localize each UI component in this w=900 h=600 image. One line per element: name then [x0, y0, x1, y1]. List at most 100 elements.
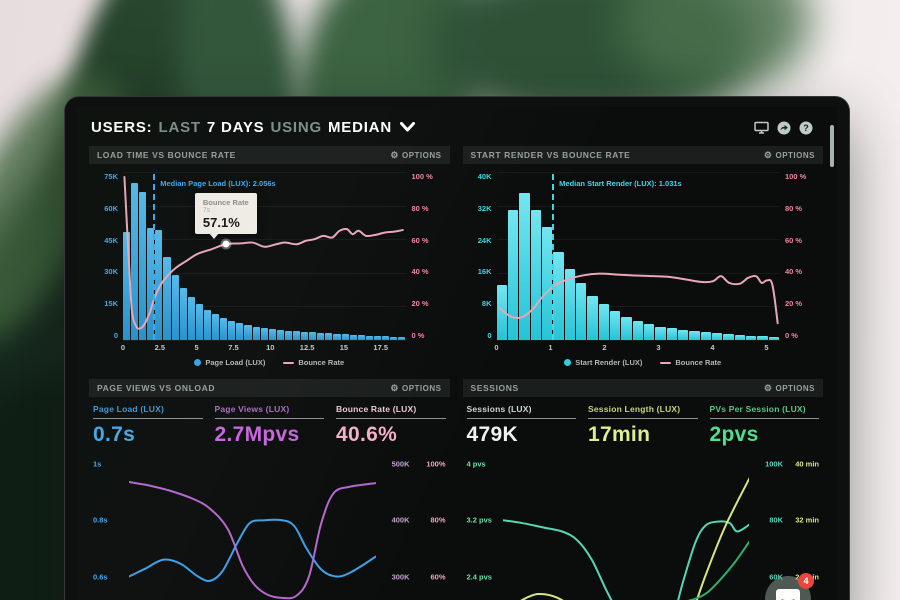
histogram-bar [212, 314, 220, 340]
median-line [153, 174, 156, 340]
help-icon[interactable]: ? [799, 121, 813, 135]
histogram-bar [553, 251, 564, 340]
x-tick: 2.5 [154, 343, 166, 352]
histogram-bar [333, 333, 341, 340]
x-tick: 15 [339, 343, 349, 352]
histogram-bar [349, 334, 357, 340]
histogram-bar [723, 334, 734, 340]
histogram-bar [365, 335, 373, 340]
histogram-bar [139, 192, 147, 340]
y-tick: 0 [487, 330, 492, 340]
y-tick: 0 % [785, 330, 798, 340]
header-median: MEDIAN [327, 119, 392, 136]
histogram-bar [666, 328, 677, 340]
histogram-bar [325, 333, 333, 340]
y-tick: 3.2 pvs [466, 515, 492, 525]
y-tick: 0.8s [93, 515, 108, 525]
panel-load-time: LOAD TIME VS BOUNCE RATE ⚙ OPTIONS 75K 60… [89, 146, 450, 371]
x-tick: 0 [120, 343, 126, 352]
histogram-bar [678, 329, 689, 340]
gridline [496, 340, 780, 341]
histogram-bar [163, 257, 171, 340]
legend-label: Bounce Rate [675, 358, 722, 367]
panel-grid: LOAD TIME VS BOUNCE RATE ⚙ OPTIONS 75K 60… [89, 146, 823, 600]
y-tick: 300K [391, 572, 410, 581]
svg-text:?: ? [803, 123, 809, 133]
y-axis-left: 75K 60K 45K 30K 15K 0 [91, 172, 118, 340]
panel-title: PAGE VIEWS VS ONLOAD [97, 383, 216, 393]
histogram-bar [621, 316, 632, 340]
line-series [123, 172, 407, 340]
y-tick: 60 % [411, 235, 429, 245]
gridline [123, 340, 407, 341]
y-tick: 400K [391, 515, 410, 525]
panel-header: START RENDER VS BOUNCE RATE ⚙ OPTIONS [462, 146, 823, 164]
share-icon[interactable] [777, 121, 791, 135]
y-tick: 100% [426, 459, 446, 469]
tooltip-value: 57.1% [202, 215, 240, 230]
y-tick: 0.6s [93, 572, 108, 581]
histogram-bar [357, 335, 365, 340]
options-button[interactable]: ⚙ OPTIONS [390, 149, 442, 160]
gridline [496, 272, 780, 274]
chat-badge: 4 [798, 573, 814, 589]
metric-sessions: Sessions (LUX) 479K [466, 404, 576, 447]
tooltip-sub: 7s [202, 207, 211, 214]
metric-label: Sessions (LUX) [466, 404, 576, 419]
histogram-bar [390, 336, 398, 340]
legend-label: Start Render (LUX) [575, 358, 643, 367]
y-tick: 20 % [785, 299, 803, 309]
gear-icon: ⚙ [763, 149, 773, 160]
gridline [496, 172, 780, 173]
options-button[interactable]: ⚙ OPTIONS [390, 382, 442, 393]
histogram-bar [768, 336, 780, 340]
users-filter-dropdown[interactable]: USERS: LAST 7 DAYS USING MEDIAN [91, 119, 415, 136]
y-tick: 32 min [795, 515, 819, 525]
histogram-bar [632, 321, 643, 340]
line-series [497, 172, 781, 340]
options-button[interactable]: ⚙ OPTIONS [763, 149, 815, 160]
tooltip-marker [222, 240, 230, 248]
histogram-bar [757, 336, 768, 340]
histogram-bar [398, 337, 406, 340]
scrollbar[interactable] [830, 125, 834, 167]
histogram-bar [131, 183, 139, 340]
histogram-bar [598, 304, 609, 340]
histogram-bar [309, 332, 317, 340]
y-tick: 100 % [785, 172, 807, 181]
dashboard: USERS: LAST 7 DAYS USING MEDIAN ? [77, 107, 837, 600]
histogram-bar [564, 268, 575, 340]
plot-area: Median Page Load (LUX): 2.056s Bounce Rat… [123, 172, 407, 341]
x-axis: 0 2.5 5 7.5 10 12.5 15 17.5 [120, 340, 407, 353]
metric-session-length: Session Length (LUX) 17min [588, 404, 698, 447]
legend-label: Bounce Rate [298, 358, 345, 367]
panel-start-render: START RENDER VS BOUNCE RATE ⚙ OPTIONS 40… [462, 146, 824, 371]
gear-icon: ⚙ [390, 149, 399, 160]
panel-header: PAGE VIEWS VS ONLOAD ⚙ OPTIONS [89, 379, 450, 397]
y-tick: 15K [104, 299, 118, 309]
histogram-bar [171, 275, 179, 340]
histogram-bar [260, 327, 268, 340]
histogram-bar [179, 288, 187, 340]
median-label: Median Page Load (LUX): 2.056s [160, 179, 276, 188]
panel-title: SESSIONS [470, 383, 519, 393]
y-tick: 24K [477, 235, 492, 245]
histogram-bar [734, 334, 746, 340]
histogram-bar [609, 310, 621, 340]
histogram-bar [496, 285, 507, 340]
y-tick: 40 min [795, 459, 819, 469]
y-tick: 2.4 pvs [466, 572, 492, 581]
panel-title: LOAD TIME VS BOUNCE RATE [97, 150, 236, 160]
metric-label: PVs Per Session (LUX) [709, 404, 819, 419]
gridline [123, 306, 407, 308]
y-tick: 0 % [411, 330, 425, 340]
header-days: 7 DAYS [206, 119, 265, 136]
x-axis: 0 1 2 3 4 5 [494, 340, 781, 353]
start-render-chart: 40K 32K 24K 16K 8K 0 Median Start Render (LUX… [463, 168, 824, 353]
panel-header: LOAD TIME VS BOUNCE RATE ⚙ OPTIONS [89, 146, 450, 164]
display-icon[interactable] [754, 121, 769, 134]
y-tick: 60 % [785, 235, 803, 245]
options-button[interactable]: ⚙ OPTIONS [763, 382, 815, 393]
gridline [496, 306, 780, 308]
